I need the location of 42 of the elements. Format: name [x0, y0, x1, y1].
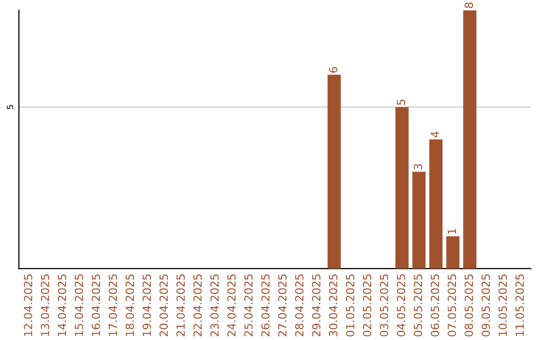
data-label: 8	[464, 2, 474, 8]
x-tick-label: 12.04.2025	[24, 274, 32, 336]
x-tick-label: 15.04.2025	[74, 274, 84, 336]
x-tick-label: 08.05.2025	[464, 274, 474, 336]
x-tick-label: 07.05.2025	[448, 274, 456, 336]
x-tick-label: 23.04.2025	[210, 274, 219, 336]
x-tick-label: 26.04.2025	[261, 274, 270, 336]
x-tick-label: 20.04.2025	[160, 274, 168, 336]
x-tick-label: 16.04.2025	[92, 274, 100, 336]
bar	[328, 74, 341, 269]
x-tick-label: 24.04.2025	[227, 274, 236, 336]
x-tick-label: 22.04.2025	[193, 274, 202, 336]
x-tick-label: 03.05.2025	[380, 274, 388, 336]
x-tick-label: 29.04.2025	[312, 274, 320, 336]
x-tick-label: 30.04.2025	[329, 274, 338, 336]
x-tick-label: 21.04.2025	[176, 274, 185, 336]
x-tick-label: 27.04.2025	[278, 274, 287, 336]
x-tick-label: 06.05.2025	[430, 274, 440, 336]
data-label: 4	[430, 132, 439, 138]
x-tick-label: 25.04.2025	[244, 274, 253, 336]
x-tick-label: 13.04.2025	[40, 274, 50, 336]
x-tick-label: 02.05.2025	[362, 274, 372, 336]
x-tick-label: 05.05.2025	[414, 274, 422, 336]
x-tick-label: 18.04.2025	[126, 274, 134, 336]
x-tick-label: 04.05.2025	[396, 274, 406, 336]
x-tick-label: 19.04.2025	[142, 274, 151, 336]
x-tick-label: 11.05.2025	[515, 274, 524, 336]
data-label: 5	[396, 100, 406, 105]
data-label: 6	[329, 67, 338, 73]
x-tick-label: 10.05.2025	[498, 274, 507, 336]
data-label: 3	[414, 164, 422, 170]
bar	[446, 236, 460, 269]
x-tick-label: 14.04.2025	[58, 274, 66, 336]
bar	[429, 139, 443, 269]
bar	[412, 172, 426, 269]
x-tick-label: 17.04.2025	[108, 274, 118, 336]
data-label: 1	[448, 228, 456, 234]
bar	[395, 107, 409, 269]
x-tick-label: 09.05.2025	[482, 274, 490, 336]
x-tick-label: 01.05.2025	[346, 274, 354, 336]
bar	[463, 10, 476, 269]
x-tick-label: 28.04.2025	[295, 274, 304, 336]
